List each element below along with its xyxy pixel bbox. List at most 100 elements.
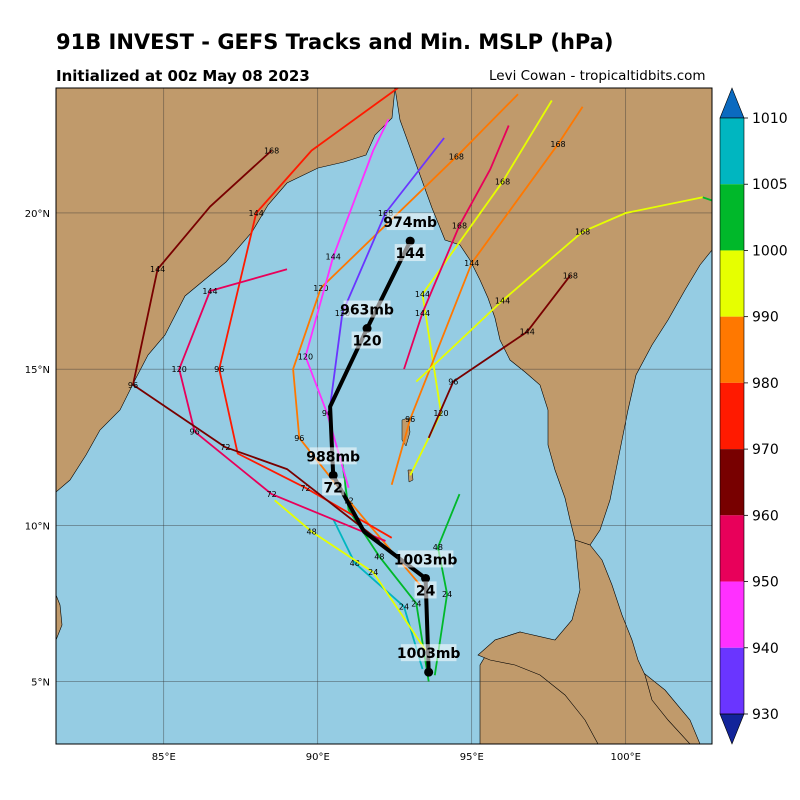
forecast-hour-label: 96 — [128, 381, 138, 390]
chart-title: 91B INVEST - GEFS Tracks and Min. MSLP (… — [56, 30, 614, 54]
mslp-label: 1003mb — [397, 646, 461, 662]
forecast-hour-label: 120 — [298, 353, 313, 362]
mean-hour-label: 24 — [416, 583, 436, 599]
member-track — [433, 493, 461, 676]
hour-label-bg — [394, 244, 426, 262]
colorbar-tick-label: 990 — [752, 310, 779, 326]
mean-track-point — [328, 470, 338, 480]
member-track — [332, 518, 424, 670]
y-tick-label: 10°N — [25, 521, 50, 532]
forecast-hour-label: 96 — [189, 428, 199, 437]
forecast-hour-label: 144 — [249, 209, 264, 218]
forecast-hour-label: 24 — [368, 568, 378, 577]
land-india-bangladesh — [56, 88, 396, 493]
colorbar-min-arrow — [719, 713, 745, 745]
forecast-hour-label: 96 — [294, 434, 304, 443]
forecast-hour-label: 168 — [575, 228, 590, 237]
mslp-colorbar: 930 940 950 960 970 980 990 1000 1005 1010 — [719, 87, 788, 745]
mslp-label: 988mb — [306, 449, 360, 465]
mslp-label-bg — [397, 550, 454, 568]
axis-labels: 85°E 90°E 95°E 100°E 5°N 10°N 15°N 20°N — [25, 209, 641, 763]
hour-label-bg — [351, 331, 383, 349]
member-track — [415, 196, 703, 383]
mean-track-point — [405, 236, 415, 246]
land-masses — [56, 88, 712, 744]
mean-track-point — [424, 667, 434, 677]
forecast-hour-label: 144 — [202, 287, 217, 296]
colorbar-segment — [720, 316, 744, 383]
mslp-label: 1003mb — [394, 552, 458, 568]
member-track — [341, 462, 430, 682]
mslp-label-bg — [400, 644, 457, 662]
forecast-hour-label: 72 — [220, 443, 230, 452]
colorbar-tick-label: 950 — [752, 575, 779, 591]
forecast-hour-label: 48 — [374, 553, 384, 562]
forecast-hour-label: 144 — [415, 290, 430, 299]
mslp-label: 963mb — [340, 303, 394, 319]
x-tick-label: 90°E — [306, 752, 330, 763]
forecast-hour-label: 168 — [264, 146, 279, 155]
y-tick-label: 5°N — [31, 678, 50, 689]
colorbar-tick-label: 930 — [752, 707, 779, 723]
forecast-hour-label: 168 — [495, 178, 510, 187]
forecast-hour-label: 144 — [326, 253, 341, 262]
colorbar-tick-label: 1005 — [752, 177, 788, 193]
forecast-hour-label: 144 — [495, 296, 510, 305]
colorbar-tick-label: 1010 — [752, 111, 788, 127]
colorbar-segment — [720, 382, 744, 450]
colorbar-segment — [720, 118, 744, 185]
forecast-hour-label: 144 — [150, 265, 165, 274]
forecast-hour-label: 72 — [300, 484, 310, 493]
forecast-hour-label: 168 — [378, 209, 393, 218]
mslp-label-bg — [386, 213, 434, 231]
chart-credit: Levi Cowan - tropicaltidbits.com — [489, 68, 706, 84]
colorbar-segment — [720, 449, 744, 516]
forecast-hour-label: 48 — [350, 559, 360, 568]
mean-track-point — [362, 324, 372, 334]
x-tick-label: 95°E — [460, 752, 484, 763]
colorbar-segment — [720, 515, 744, 582]
land-malay-peninsula — [477, 539, 691, 744]
hour-label-bg — [322, 478, 345, 496]
forecast-hour-label: 120 — [313, 284, 328, 293]
land-sri-lanka-edge — [56, 594, 63, 641]
colorbar-segment — [720, 647, 744, 714]
member-track — [132, 149, 380, 542]
forecast-hour-label: 120 — [335, 309, 350, 318]
forecast-hour-label: 24 — [411, 599, 421, 608]
member-track — [702, 196, 712, 202]
mean-hour-label: 120 — [352, 334, 381, 350]
forecast-hour-label: 168 — [449, 153, 464, 162]
member-track — [274, 499, 427, 651]
forecast-hour-label: 96 — [448, 378, 458, 387]
forecast-hour-label: 96 — [214, 365, 224, 374]
colorbar-segment — [720, 581, 744, 648]
y-tick-label: 20°N — [25, 209, 50, 220]
member-track — [390, 106, 584, 485]
colorbar-tick-label: 940 — [752, 641, 779, 657]
forecast-hour-label: 168 — [452, 221, 467, 230]
forecast-hour-label: 48 — [307, 528, 317, 537]
member-track — [329, 137, 445, 407]
colorbar-max-arrow — [719, 87, 745, 119]
forecast-hour-label: 96 — [405, 415, 415, 424]
colorbar-tick-label: 980 — [752, 376, 779, 392]
plot-frame — [55, 87, 713, 745]
mslp-label: 974mb — [383, 215, 437, 231]
forecast-hour-label: 24 — [399, 603, 409, 612]
colorbar-segment — [720, 250, 744, 317]
forecast-hour-label: 168 — [563, 271, 578, 280]
mslp-label-bg — [309, 447, 357, 465]
x-tick-label: 85°E — [152, 752, 176, 763]
mean-hour-label: 72 — [323, 480, 342, 496]
colorbar-tick-label: 960 — [752, 508, 779, 524]
forecast-hour-label: 120 — [433, 409, 448, 418]
ensemble-member-tracks: 24 48 24 48 24 48 24 48 72 96 120 168 72 96 144 72 96 120… — [128, 88, 712, 682]
forecast-hour-label: 72 — [266, 490, 276, 499]
member-track — [403, 125, 510, 370]
graticule — [56, 88, 712, 744]
chart-subtitle: Initialized at 00z May 08 2023 — [56, 67, 310, 85]
hour-label-bg — [414, 581, 437, 599]
member-track — [178, 268, 386, 542]
